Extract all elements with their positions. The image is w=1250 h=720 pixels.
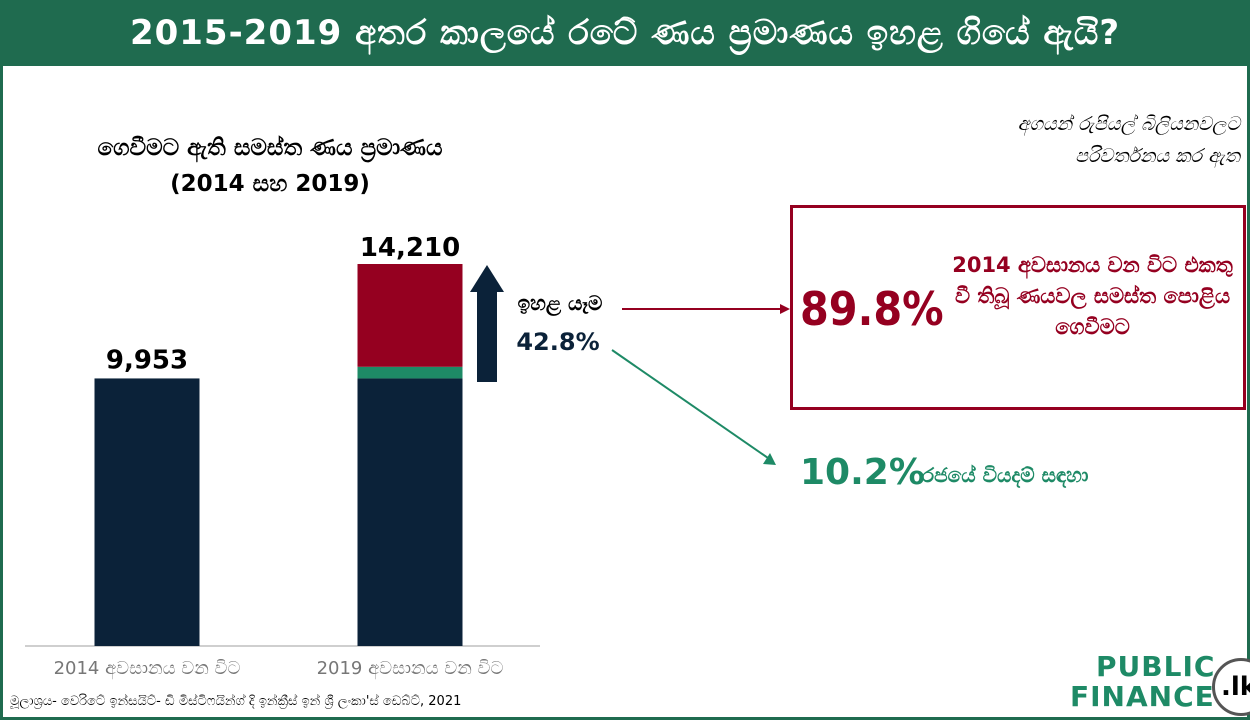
unit-note: අගයන් රුපියල් බිලියනවලට පරිවර්තනය කර ඇත xyxy=(900,108,1240,172)
chart-title-line1: ගෙවීමට ඇති සමස්ත ණය ප්‍රමාණය xyxy=(97,135,443,161)
logo-badge-text: .lk xyxy=(1221,672,1250,702)
page-title: 2015-2019 අතර කාලයේ රටේ ණය ප්‍රමාණය ඉහළ … xyxy=(129,13,1121,53)
expenditure-description: රජයේ වියදම් සඳහා xyxy=(922,463,1089,487)
publicfinance-logo: PUBLIC FINANCE xyxy=(1060,652,1215,712)
unit-note-line2: පරිවර්තනය කර ඇත xyxy=(1075,145,1240,167)
header-bar: 2015-2019 අතර කාලයේ රටේ ණය ප්‍රමාණය ඉහළ … xyxy=(0,0,1250,66)
bar-2019-segment-expenditure xyxy=(357,366,463,379)
chart-title-line2: (2014 සහ 2019) xyxy=(170,171,370,197)
red-connector-arrow xyxy=(622,304,790,314)
increase-arrow-icon xyxy=(470,265,504,382)
x-tick-label-2019: 2019 අවසානය වන විට xyxy=(317,658,504,680)
increase-label: ඉහළ යෑම xyxy=(518,291,603,317)
bar-2019-value-label: 14,210 xyxy=(360,233,460,263)
logo-line2: FINANCE xyxy=(1070,680,1215,713)
bar-2019-segment-interest xyxy=(357,264,463,367)
increase-pct: 42.8% xyxy=(516,328,599,356)
expenditure-pct: 10.2% xyxy=(800,452,925,493)
chart-title: ගෙවීමට ඇති සමස්ත ණය ප්‍රමාණය (2014 සහ 20… xyxy=(25,130,515,202)
interest-callout-box xyxy=(790,205,1246,410)
interest-description: 2014 අවසානය වන විට එකතු වී තිබූ ණයවල සමස… xyxy=(952,253,1233,339)
unit-note-line1: අගයන් රුපියල් බිලියනවලට xyxy=(1017,113,1240,135)
logo-line1: PUBLIC xyxy=(1096,650,1216,683)
interest-pct: 89.8% xyxy=(800,282,944,336)
bar-2019-segment-base xyxy=(357,378,463,646)
bar-2014 xyxy=(94,378,200,646)
green-connector-arrow xyxy=(611,349,776,465)
bar-2014-value-label: 9,953 xyxy=(106,345,188,375)
logo-badge: .lk xyxy=(1212,658,1250,716)
source-note: මූලාශ්‍රය- වෙරිටේ ඉන්සයිට්- ඩි මිස්ටිෆයි… xyxy=(10,694,462,709)
x-tick-label-2014: 2014 අවසානය වන විට xyxy=(54,658,241,680)
